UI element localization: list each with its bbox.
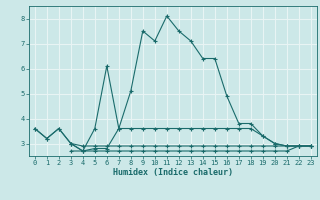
- X-axis label: Humidex (Indice chaleur): Humidex (Indice chaleur): [113, 168, 233, 177]
